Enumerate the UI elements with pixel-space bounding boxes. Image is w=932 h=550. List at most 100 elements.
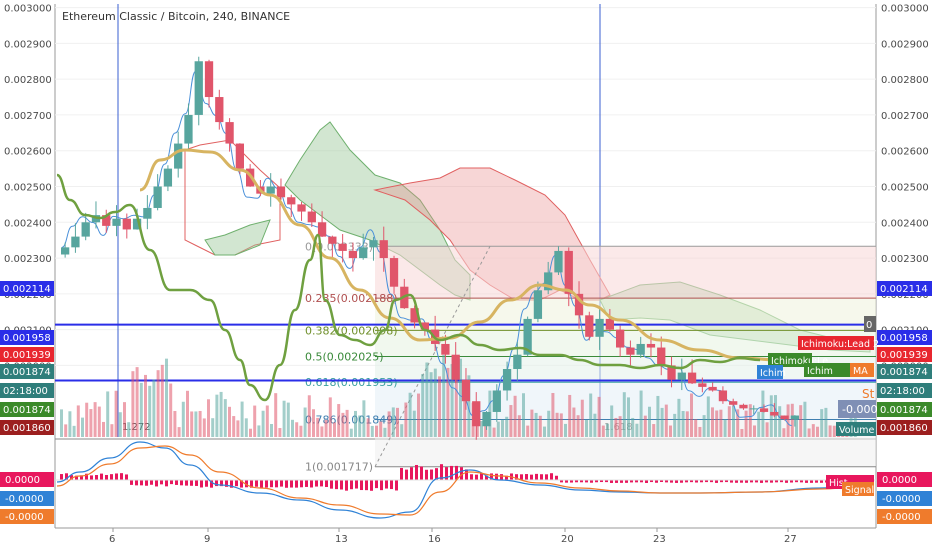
volume-bar: [551, 392, 555, 437]
macd-histogram-bar: [520, 474, 523, 480]
volume-bar: [669, 425, 672, 437]
macd-histogram-bar: [725, 480, 728, 483]
volume-bar: [769, 395, 773, 437]
macd-histogram-bar: [560, 480, 563, 483]
volume-bar: [618, 416, 622, 437]
macd-histogram-bar: [770, 480, 773, 483]
macd-histogram-bar: [110, 474, 113, 480]
volume-bar: [652, 424, 656, 437]
volume-bar: [102, 421, 105, 437]
candle-body: [533, 290, 543, 319]
volume-bar: [265, 405, 269, 437]
overlay-value-box: [838, 400, 876, 418]
volume-bar: [740, 428, 744, 437]
macd-histogram-bar: [625, 480, 628, 483]
x-tick-label: 20: [561, 534, 574, 545]
x-tick-label: 9: [204, 534, 210, 545]
volume-bar: [139, 382, 143, 437]
volume-bar: [362, 400, 366, 437]
price-label-left: [0, 281, 54, 296]
volume-bar: [694, 419, 698, 437]
x-tick-label: 23: [653, 534, 666, 545]
volume-bar: [761, 390, 765, 437]
macd-histogram-bar: [205, 480, 208, 487]
candle-body: [780, 415, 789, 420]
price-label-right: [877, 420, 932, 435]
macd-histogram-bar: [760, 480, 763, 483]
macd-histogram-bar: [820, 480, 823, 483]
candle-body: [317, 222, 327, 237]
price-label-right: [877, 330, 932, 345]
volume-bar: [295, 422, 299, 437]
macd-histogram-bar: [605, 480, 608, 483]
x-tick-label: 27: [784, 534, 797, 545]
candle-body: [328, 236, 337, 244]
volume-bar: [417, 393, 420, 437]
macd-histogram-bar: [360, 480, 363, 491]
macd-histogram-bar: [475, 474, 478, 480]
volume-bar: [656, 395, 660, 437]
volume-bar: [828, 425, 832, 437]
volume-bar: [270, 423, 273, 437]
macd-histogram-bar: [590, 480, 593, 483]
macd-histogram-bar: [290, 480, 293, 488]
macd-histogram-bar: [135, 480, 138, 486]
macd-histogram-bar: [225, 480, 228, 487]
candle-body: [513, 354, 522, 370]
macd-histogram-bar: [660, 480, 663, 483]
indicator-tag: [798, 336, 874, 350]
candle-body: [174, 143, 183, 169]
fib-level-label: 0.235(0.002188): [305, 292, 398, 305]
price-label-right-text: 0.001939: [880, 350, 928, 361]
candle-body: [225, 122, 234, 144]
macd-histogram-bar: [805, 480, 808, 483]
volume-bar: [496, 421, 500, 437]
volume-bar: [387, 411, 391, 437]
macd-histogram-bar: [345, 480, 348, 491]
volume-bar: [211, 418, 215, 437]
candle-body: [359, 247, 368, 259]
macd-histogram-bar: [540, 474, 543, 480]
volume-bar: [429, 372, 433, 437]
price-label-left-text: 0.001874: [3, 367, 51, 378]
candle-body: [616, 329, 625, 348]
macd-histogram-bar: [620, 480, 623, 483]
volume-bar: [383, 427, 387, 437]
volume-bar: [627, 397, 630, 437]
candle-body: [585, 315, 594, 337]
macd-histogram-bar: [270, 480, 273, 488]
price-label-right: [877, 364, 932, 379]
volume-bar: [702, 415, 706, 437]
volume-bar: [274, 393, 278, 437]
candle-body: [564, 250, 573, 294]
candle-body: [132, 218, 142, 230]
indicator-tag-text: Volume: [839, 425, 874, 436]
macd-histogram-bar: [375, 480, 378, 489]
candle-body: [287, 197, 296, 205]
volume-bar: [165, 358, 168, 437]
volume-bar: [375, 425, 378, 437]
candle-body: [389, 258, 399, 287]
volume-bar: [282, 400, 286, 437]
macd-label-left: [0, 472, 54, 487]
volume-bar: [576, 415, 580, 437]
macd-histogram-bar: [170, 480, 173, 485]
macd-label-left-text: -0.0000: [5, 512, 44, 523]
candle-body: [790, 415, 799, 420]
macd-histogram-bar: [355, 480, 358, 489]
macd-histogram-bar: [795, 480, 798, 483]
macd-histogram-bar: [775, 480, 778, 483]
indicator-tag-text: MA: [853, 366, 868, 377]
volume-bar: [60, 409, 63, 437]
macd-histogram-bar: [750, 480, 753, 483]
volume-bar: [723, 419, 727, 437]
volume-bar: [778, 406, 782, 437]
macd-histogram-bar: [100, 473, 103, 480]
volume-bar: [593, 413, 597, 437]
candle-body: [338, 243, 347, 251]
volume-bar: [366, 418, 370, 437]
macd-histogram-bar: [165, 480, 168, 487]
volume-bar: [421, 374, 425, 437]
volume-bar: [207, 399, 210, 437]
